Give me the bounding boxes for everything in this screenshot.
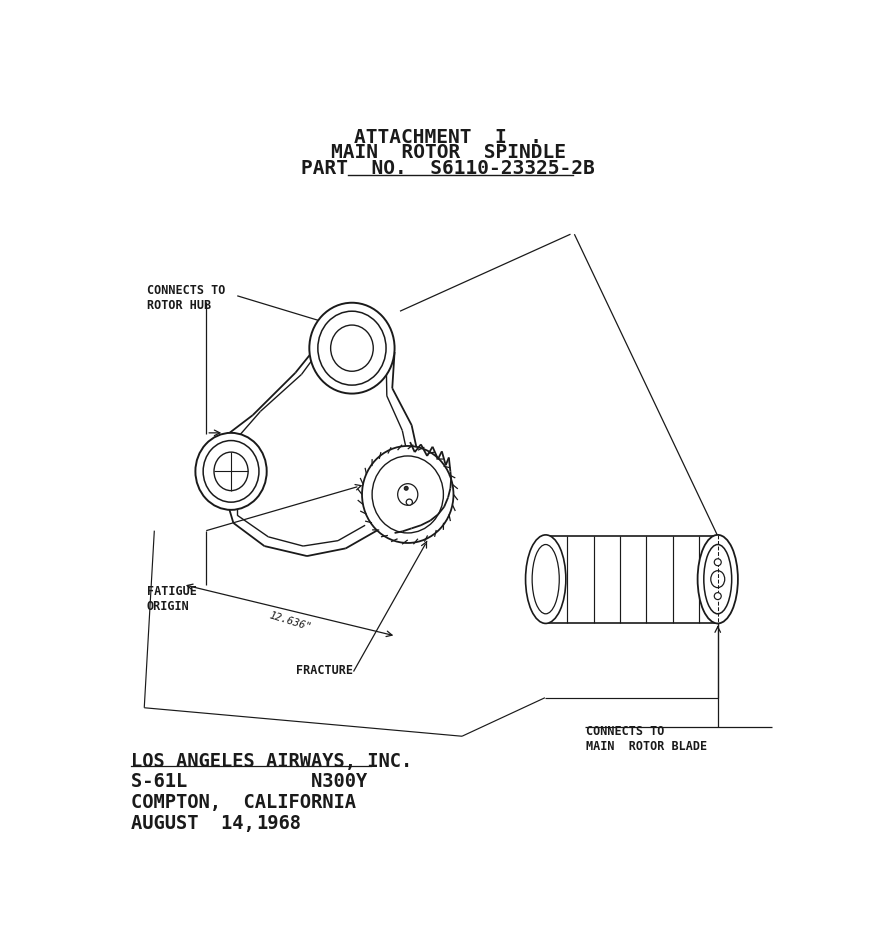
Ellipse shape: [697, 535, 738, 623]
Ellipse shape: [714, 559, 721, 566]
Ellipse shape: [532, 545, 559, 614]
Text: CONNECTS TO
MAIN  ROTOR BLADE: CONNECTS TO MAIN ROTOR BLADE: [586, 725, 707, 754]
Ellipse shape: [714, 593, 721, 599]
Ellipse shape: [372, 456, 444, 533]
Text: S-61L           N300Y: S-61L N300Y: [131, 772, 368, 792]
Text: CONNECTS TO
ROTOR HUB: CONNECTS TO ROTOR HUB: [147, 284, 225, 313]
Text: AUGUST  14,: AUGUST 14,: [131, 814, 266, 833]
Ellipse shape: [310, 302, 395, 394]
Ellipse shape: [710, 571, 724, 587]
Ellipse shape: [526, 535, 566, 623]
Text: MAIN  ROTOR  SPINDLE: MAIN ROTOR SPINDLE: [331, 143, 565, 163]
Ellipse shape: [704, 545, 731, 614]
Ellipse shape: [195, 433, 267, 510]
Ellipse shape: [331, 325, 374, 371]
Text: FATIGUE
ORIGIN: FATIGUE ORIGIN: [147, 585, 197, 612]
Ellipse shape: [406, 500, 412, 505]
Text: 1968: 1968: [256, 814, 302, 833]
Ellipse shape: [318, 311, 386, 385]
Text: ATTACHMENT  I  .: ATTACHMENT I .: [354, 128, 542, 147]
Ellipse shape: [214, 452, 248, 490]
Text: LOS ANGELES AIRWAYS, INC.: LOS ANGELES AIRWAYS, INC.: [131, 752, 412, 771]
Ellipse shape: [397, 484, 418, 505]
Ellipse shape: [203, 440, 259, 502]
Text: PART  NO.  S6110-23325-2B: PART NO. S6110-23325-2B: [301, 159, 595, 178]
Text: 12.636": 12.636": [269, 610, 313, 633]
Text: FRACTURE: FRACTURE: [297, 664, 354, 677]
Text: COMPTON,  CALIFORNIA: COMPTON, CALIFORNIA: [131, 794, 356, 812]
Ellipse shape: [362, 446, 453, 543]
Ellipse shape: [404, 487, 408, 490]
